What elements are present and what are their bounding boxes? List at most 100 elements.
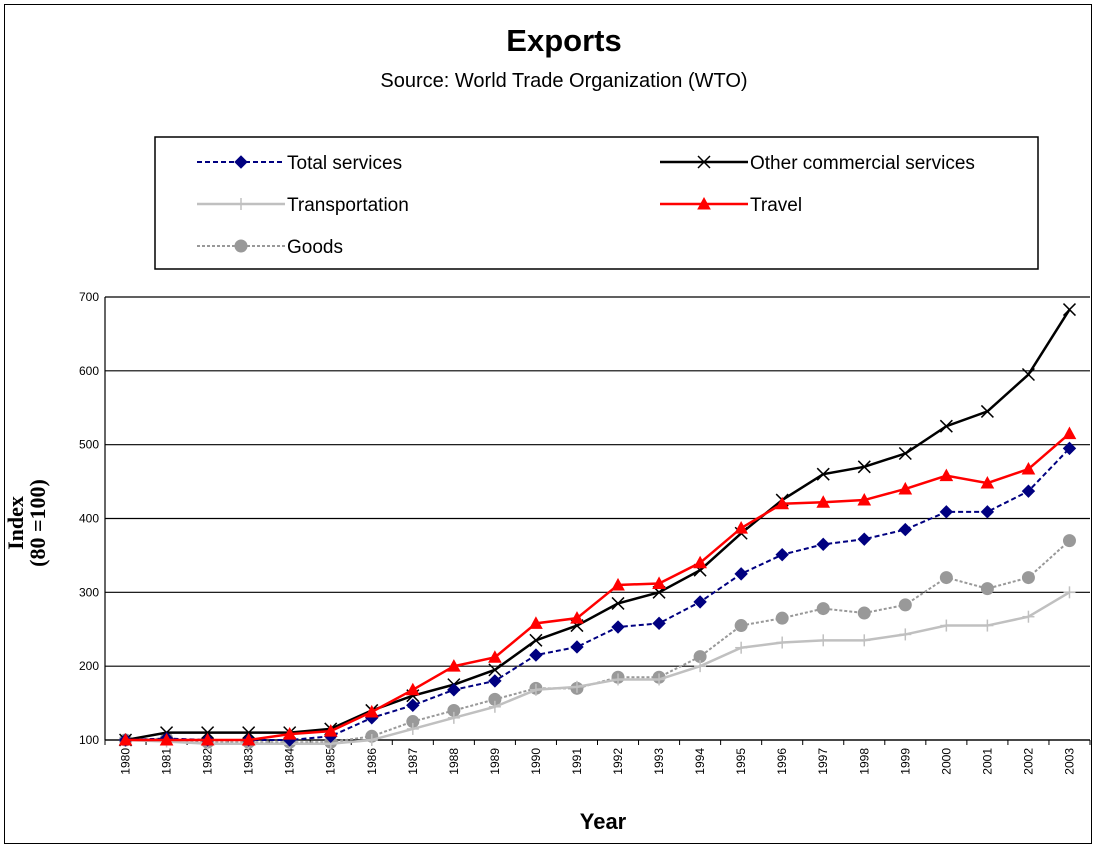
point-transportation-1997 [817,634,830,647]
point-travel-1996 [775,496,790,510]
point-total-services-1994 [693,595,707,609]
y-tick-label: 500 [79,438,99,452]
x-tick-label: 1994 [693,748,707,775]
series-other-commercial-services [118,303,1077,747]
point-other-commercial-services-1999-stroke-b [898,446,912,461]
point-total-services-2002 [1021,484,1036,498]
series-line-travel [125,432,1071,742]
point-other-commercial-services-1998-stroke-b [857,460,871,474]
point-other-commercial-services-1992 [611,596,625,610]
point-travel-2002 [1021,461,1036,475]
series-line-transportation [125,591,1071,745]
point-travel-1988 [447,659,461,672]
chart-subtitle: Source: World Trade Organization (WTO) [380,70,747,92]
point-transportation-1987 [406,722,419,735]
point-other-commercial-services-1990 [529,633,543,647]
series-goods [119,534,1076,749]
point-travel-1989 [488,650,502,663]
y-axis-label-line1: Index [5,496,28,550]
x-tick-label: 1996 [775,748,789,775]
point-travel-2001 [980,476,995,489]
point-other-commercial-services-1983 [242,726,256,740]
point-travel-1997 [816,495,831,508]
chart-title: Exports [506,23,621,58]
y-axis-label-line2: (80 =100) [25,479,50,567]
chart-frame: Exports Source: World Trade Organization… [4,4,1092,844]
x-tick-label: 1997 [816,748,830,775]
legend-label-transportation: Transportation [287,195,409,216]
legend-swatch-marker-other-commercial-services [697,155,711,169]
point-total-services-1989 [488,674,502,688]
point-travel-1993 [652,576,666,589]
x-tick-label: 1985 [324,748,338,775]
point-other-commercial-services-1990-stroke-b [529,633,543,647]
point-other-commercial-services-1983-stroke-b [242,726,256,740]
legend-label-total-services: Total services [287,153,402,174]
point-transportation-1995 [735,641,748,654]
point-other-commercial-services-1982-stroke-b [201,726,215,740]
point-travel-1994 [693,555,707,569]
series-line-other-commercial-services [125,308,1071,742]
point-goods-1997 [816,602,830,616]
point-goods-2003 [1062,534,1076,548]
point-other-commercial-services-1992-stroke-b [611,596,625,610]
x-axis-label: Year [580,809,627,834]
y-tick-label: 600 [79,364,99,378]
point-travel-1999 [898,481,913,495]
point-other-commercial-services-2001 [980,404,994,418]
x-tick-label: 1990 [529,748,543,775]
point-total-services-1988 [447,683,461,697]
point-transportation-2003 [1063,586,1076,599]
point-transportation-1986 [365,734,378,746]
legend-swatch-marker-total-services [234,155,248,169]
series-transportation [119,586,1076,750]
point-total-services-1996 [775,547,789,562]
point-travel-1983 [241,732,256,746]
series-line-total-services [125,447,1071,741]
point-transportation-1993 [653,673,666,686]
point-goods-1999 [898,598,912,612]
plot-area: 100 200 300 400 500 600 700 1980 1981 1982 1983 198… [79,290,1091,775]
point-other-commercial-services-2002-stroke-b [1021,367,1035,382]
y-tick-label: 100 [79,733,99,747]
legend-label-goods: Goods [287,237,343,258]
point-other-commercial-services-1997 [816,467,830,481]
point-total-services-1992 [611,620,625,634]
series-total-services [118,441,1077,747]
x-tick-label: 1987 [406,748,420,775]
x-tick-label: 1993 [652,748,666,775]
point-goods-1996 [775,611,789,625]
point-travel-1984 [282,727,297,740]
x-tick-label: 1981 [160,748,174,775]
point-travel-1987 [405,682,420,696]
point-transportation-2001 [981,619,994,632]
point-transportation-1988 [447,711,460,724]
x-tick-label: 1999 [898,748,912,775]
point-travel-1986 [364,704,379,718]
point-other-commercial-services-1989-stroke-b [488,663,502,677]
point-total-services-1995 [734,567,748,581]
point-total-services-2001 [980,505,995,519]
point-other-commercial-services-2003-stroke-b [1062,303,1077,317]
point-transportation-2002 [1022,610,1035,623]
point-other-commercial-services-2003 [1062,303,1077,317]
legend-item-goods: Goods [197,237,343,258]
point-travel-1990 [529,616,543,629]
point-total-services-1997 [816,537,830,552]
point-transportation-1996 [776,636,789,649]
point-goods-2000 [939,571,953,585]
x-tick-label: 1988 [447,748,461,775]
point-travel-1982 [200,732,215,746]
legend-swatch-marker-travel [697,196,711,210]
point-total-services-1991 [570,640,584,654]
legend-item-transportation: Transportation [197,195,409,216]
legend-swatch-marker-other-commercial-services-stroke-b [697,155,711,169]
point-total-services-1990 [529,648,543,662]
point-other-commercial-services-1999 [898,446,912,461]
point-travel-2003 [1062,426,1077,440]
point-other-commercial-services-2000 [939,419,953,433]
point-total-services-2003 [1062,441,1077,456]
point-goods-2001 [980,582,994,596]
y-tick-label: 200 [79,659,99,673]
legend-item-other-commercial-services: Other commercial services [660,153,975,174]
